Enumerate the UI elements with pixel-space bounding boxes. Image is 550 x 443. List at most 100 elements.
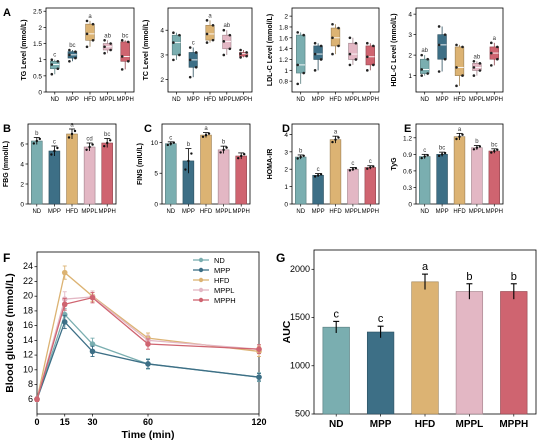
data-point [490, 151, 493, 154]
legend-marker [198, 267, 204, 273]
x-tick-label: HFD [66, 209, 79, 215]
data-point [50, 63, 54, 66]
y-tick-label: 2 [38, 25, 42, 32]
y-tick-label: 1.4 [279, 46, 288, 53]
data-point [172, 31, 175, 35]
panel-9: G 500 1000 1500 2000 AUC ND MPP HFD MPPL MPPH c c a b b [276, 249, 537, 430]
x-tick-label: 0 [34, 417, 39, 427]
y-axis-label: FINS (mIU/L) [137, 143, 144, 185]
data-point [120, 55, 124, 58]
data-point [372, 44, 375, 48]
y-tick-label: 4 [160, 28, 164, 35]
data-point [426, 154, 429, 157]
bar [235, 155, 247, 205]
significance-letter: c [378, 313, 384, 325]
bar [419, 156, 431, 205]
data-point [184, 168, 187, 171]
x-tick-label: MPPH [486, 97, 503, 103]
data-point [73, 129, 77, 133]
significance-letter: b [511, 271, 517, 283]
data-point [296, 31, 300, 34]
data-point [296, 157, 299, 160]
data-point [103, 51, 106, 55]
panel-1: 2 3 4 TC Level (mmol/L) ND MPP HFD MPPL MPPH c a ab [143, 7, 253, 103]
box [437, 34, 447, 60]
x-tick-label: MPP [182, 209, 195, 215]
bar [488, 150, 500, 205]
bar [165, 143, 177, 205]
significance-letter: a [422, 261, 429, 273]
data-point [240, 154, 243, 158]
significance-letter: b [35, 131, 39, 137]
data-point [53, 149, 56, 153]
data-point [103, 45, 106, 49]
panel-3: 1 2 3 4 HDL-C Level (mmol/L) ND MPP HFD MPPL MPPH… [391, 7, 504, 103]
bar [322, 326, 350, 415]
data-point [455, 84, 458, 88]
data-point [423, 155, 426, 158]
legend-entry: MPPL [214, 286, 234, 295]
bar [200, 134, 212, 205]
y-tick-label: 1.5 [33, 41, 42, 48]
data-point [496, 45, 499, 49]
data-point [461, 133, 464, 136]
x-tick-label: MPPL [99, 97, 116, 103]
legend-entry: HFD [214, 276, 230, 285]
y-tick-label: 1500 [290, 312, 310, 322]
data-point [354, 58, 358, 61]
data-point [461, 74, 464, 77]
panel-8: F 6 8 10 12 14 16 18 20 22 24 Blood glucose (mmol/L… [3, 251, 267, 441]
data-point [420, 156, 423, 160]
data-point [366, 167, 369, 170]
data-point [89, 348, 96, 355]
data-point [302, 33, 306, 37]
data-point [366, 41, 369, 45]
x-tick-label: HFD [84, 97, 97, 103]
data-point [256, 374, 262, 380]
data-point [85, 32, 89, 36]
x-tick-label: ND [32, 209, 41, 215]
y-tick-label: 2 [284, 167, 288, 174]
significance-letter: b [222, 140, 226, 146]
x-tick-label: HFD [453, 209, 466, 215]
data-point [455, 43, 458, 47]
bar [471, 147, 483, 205]
data-point [145, 361, 151, 367]
x-tick-label: ND [420, 209, 429, 215]
data-point [32, 142, 35, 145]
data-point [228, 47, 232, 51]
data-point [109, 139, 112, 142]
bar [83, 146, 96, 205]
y-tick-label: 6 [28, 394, 33, 404]
data-point [34, 396, 40, 403]
data-point [103, 39, 106, 42]
data-point [205, 41, 209, 44]
data-point [126, 60, 130, 63]
significance-letter: b [475, 139, 479, 145]
x-tick-label: MPP [66, 97, 79, 103]
data-point [89, 341, 96, 347]
data-point [85, 19, 89, 23]
y-axis-label: AUC [281, 320, 293, 343]
significance-letter: bc [104, 132, 110, 138]
data-point [172, 41, 175, 44]
data-point [455, 66, 458, 69]
data-point [194, 51, 198, 54]
x-tick-label: ND [296, 97, 305, 103]
data-point [440, 153, 444, 156]
y-axis-label: HDL-C Level (mmol/L) [391, 13, 398, 86]
box [120, 41, 130, 62]
data-point [331, 22, 334, 26]
legend-entry: ND [214, 256, 225, 265]
data-point [207, 132, 211, 135]
x-tick-label: MPP [370, 419, 392, 430]
data-point [420, 53, 424, 57]
bar [411, 281, 439, 415]
y-tick-label: 20 [23, 291, 33, 301]
y-tick-label: 22 [23, 276, 33, 286]
panel-label: B [3, 123, 11, 135]
x-tick-label: MPPL [456, 419, 484, 430]
y-tick-label: 2 [160, 77, 164, 84]
significance-letter: c [53, 140, 56, 146]
legend-marker [198, 297, 204, 303]
